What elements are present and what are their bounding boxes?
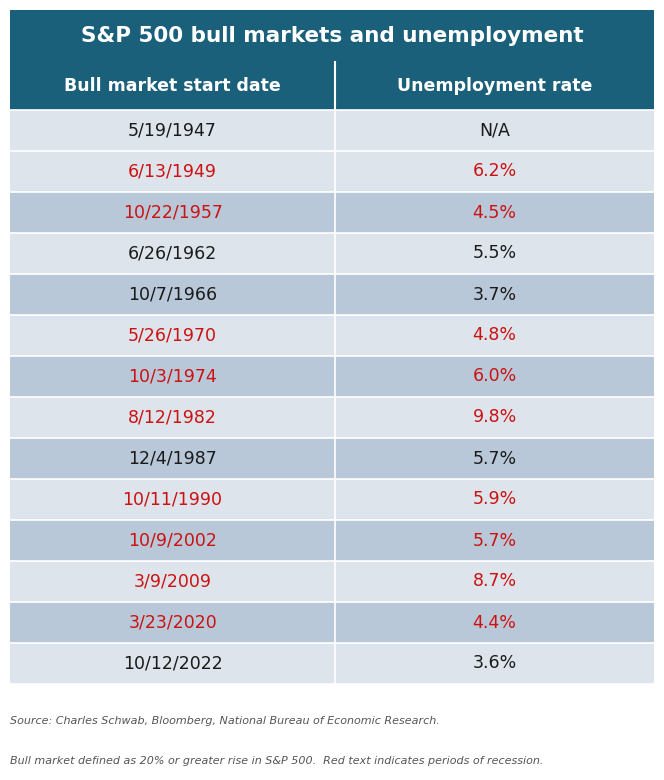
Bar — [10, 438, 654, 479]
Text: 10/9/2002: 10/9/2002 — [128, 531, 217, 549]
Text: S&P 500 bull markets and unemployment: S&P 500 bull markets and unemployment — [81, 26, 583, 46]
Text: 6.2%: 6.2% — [473, 162, 517, 180]
Bar — [10, 561, 654, 602]
Bar — [10, 233, 654, 274]
Text: Bull market defined as 20% or greater rise in S&P 500.  Red text indicates perio: Bull market defined as 20% or greater ri… — [10, 756, 543, 766]
Text: 10/22/1957: 10/22/1957 — [123, 204, 222, 222]
Text: 10/11/1990: 10/11/1990 — [123, 491, 222, 509]
Text: 9.8%: 9.8% — [473, 409, 517, 427]
Bar — [10, 192, 654, 233]
Text: 10/3/1974: 10/3/1974 — [128, 367, 217, 385]
Bar — [10, 151, 654, 192]
Text: Unemployment rate: Unemployment rate — [397, 77, 592, 95]
Text: 3/23/2020: 3/23/2020 — [128, 614, 217, 632]
Bar — [10, 315, 654, 356]
Text: 5.7%: 5.7% — [473, 531, 517, 549]
Bar — [10, 10, 654, 62]
Bar — [10, 397, 654, 438]
Bar — [10, 110, 654, 151]
Text: 10/7/1966: 10/7/1966 — [128, 285, 217, 303]
Text: 6/26/1962: 6/26/1962 — [128, 244, 217, 263]
Text: 6/13/1949: 6/13/1949 — [128, 162, 217, 180]
Text: Source: Charles Schwab, Bloomberg, National Bureau of Economic Research.: Source: Charles Schwab, Bloomberg, Natio… — [10, 716, 440, 726]
Text: 3.7%: 3.7% — [473, 285, 517, 303]
Bar — [10, 602, 654, 643]
Text: 5.7%: 5.7% — [473, 449, 517, 467]
Bar — [10, 479, 654, 520]
Text: 12/4/1987: 12/4/1987 — [128, 449, 217, 467]
Bar — [10, 643, 654, 684]
Bar — [10, 62, 654, 110]
Text: 4.4%: 4.4% — [473, 614, 517, 632]
Text: Bull market start date: Bull market start date — [64, 77, 281, 95]
Text: 5/26/1970: 5/26/1970 — [128, 327, 217, 345]
Text: 4.5%: 4.5% — [473, 204, 517, 222]
Text: 8.7%: 8.7% — [473, 573, 517, 590]
Text: 5.5%: 5.5% — [473, 244, 517, 263]
Text: 3.6%: 3.6% — [473, 654, 517, 672]
Text: 5.9%: 5.9% — [473, 491, 517, 509]
Text: 6.0%: 6.0% — [473, 367, 517, 385]
Text: 10/12/2022: 10/12/2022 — [123, 654, 222, 672]
Text: N/A: N/A — [479, 122, 510, 140]
Text: 4.8%: 4.8% — [473, 327, 517, 345]
Text: 5/19/1947: 5/19/1947 — [128, 122, 217, 140]
Bar — [10, 520, 654, 561]
Bar — [10, 356, 654, 397]
Text: 3/9/2009: 3/9/2009 — [133, 573, 212, 590]
Bar — [10, 274, 654, 315]
Text: 8/12/1982: 8/12/1982 — [128, 409, 217, 427]
